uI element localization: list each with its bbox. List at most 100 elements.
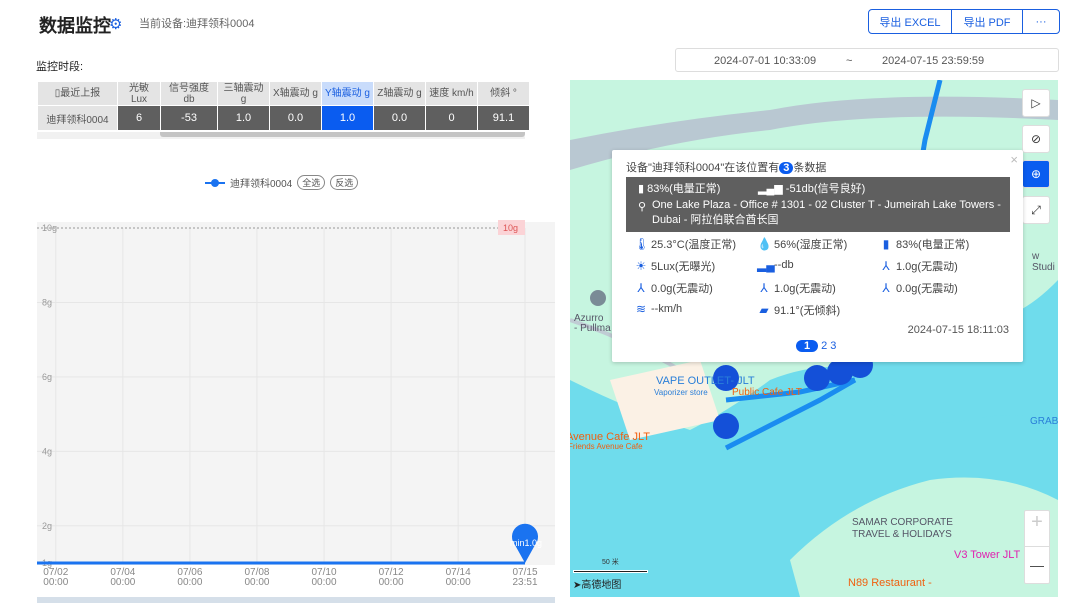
select-all-button[interactable]: 全选 — [297, 175, 326, 190]
range-start[interactable]: 2024-07-01 10:33:09 — [714, 55, 817, 67]
page-2[interactable]: 2 — [821, 340, 828, 352]
cell-speed: 0 — [425, 105, 478, 131]
latest-report-table: ▯最近上报 光敏 Lux 信号强度 db 三轴震动 g X轴震动 g Y轴震动 … — [37, 81, 530, 131]
cell-tri: 1.0 — [217, 105, 270, 131]
hide-icon[interactable]: ⊘ — [1022, 125, 1050, 153]
thermometer-icon: 🌡 — [634, 237, 650, 251]
gear-icon[interactable]: ⚙ — [109, 16, 123, 33]
range-end[interactable]: 2024-07-15 23:59:59 — [882, 55, 985, 67]
map-label: - Pullma — [574, 323, 611, 334]
item-signal: ▂▄ --db — [757, 258, 794, 272]
summary-signal: ▂▄▆ -51db(信号良好) — [758, 183, 866, 195]
speed-icon: ≋ — [635, 302, 647, 316]
map-label: Avenue Cafe JLT — [570, 431, 650, 443]
popup-pagination: 1 2 3 — [796, 340, 836, 352]
z-axis-icon: ⅄ — [882, 281, 890, 295]
col-tilt[interactable]: 倾斜 ° — [477, 81, 530, 106]
export-pdf-button[interactable]: 导出 PDF — [952, 10, 1023, 33]
map-label: Azurro — [574, 313, 604, 324]
legend-line-icon[interactable] — [205, 178, 225, 187]
map-label: SAMAR CORPORATE — [852, 517, 953, 528]
table-header-row: ▯最近上报 光敏 Lux 信号强度 db 三轴震动 g X轴震动 g Y轴震动 … — [37, 81, 530, 106]
scroll-thumb[interactable] — [160, 132, 525, 137]
y-tick-label: 8g — [42, 297, 52, 307]
map-label: w Studi — [1032, 251, 1055, 273]
page-1[interactable]: 1 — [796, 340, 819, 352]
max-label: 10g — [503, 223, 518, 233]
y-tick-label: 2g — [42, 521, 52, 531]
x-tick-label: 00:00 — [177, 577, 202, 588]
map-label: VAPE OUTLET- JLT — [656, 375, 755, 387]
item-light: ☀ 5Lux(无曝光) — [635, 259, 716, 273]
cell-device: 迪拜领科0004 — [37, 105, 118, 131]
zoom-control: + — — [1024, 510, 1050, 584]
x-tick-label: 07/02 — [43, 567, 68, 578]
item-speed: ≋ --km/h — [635, 302, 683, 316]
max-badge — [498, 220, 525, 235]
map-label: GRAB — [1030, 416, 1058, 427]
date-range-picker[interactable]: 2024-07-01 10:33:09 ~ 2024-07-15 23:59:5… — [675, 48, 1059, 72]
table-scrollbar[interactable] — [37, 132, 525, 139]
fullscreen-icon[interactable]: ⤢ — [1022, 196, 1050, 224]
tilt-icon: ▰ — [759, 303, 769, 317]
col-x-vibration[interactable]: X轴震动 g — [269, 81, 322, 106]
x-tick-label: 00:00 — [312, 577, 337, 588]
col-tri-vibration[interactable]: 三轴震动 g — [217, 81, 270, 106]
cell-signal: -53 — [160, 105, 218, 131]
chart-legend: 迪拜领科0004 全选 反选 — [205, 175, 359, 190]
export-excel-button[interactable]: 导出 EXCEL — [869, 10, 952, 33]
col-y-vibration[interactable]: Y轴震动 g — [321, 81, 374, 106]
x-tick-label: 00:00 — [446, 577, 471, 588]
play-track-button[interactable]: ▷ — [1022, 89, 1050, 117]
x-axis-icon: ⅄ — [637, 281, 645, 295]
map-label: Public Cafe JLT — [732, 387, 802, 398]
x-tick-label: 07/08 — [244, 567, 269, 578]
amap-logo: ➤高德地图 — [573, 580, 622, 591]
signal-icon: ▂▄ — [757, 258, 775, 272]
popup-time: 2024-07-15 18:11:03 — [907, 324, 1009, 336]
item-battery: ▮ 83%(电量正常) — [879, 236, 970, 252]
item-temperature: 🌡 25.3°C(温度正常) — [634, 237, 737, 251]
map-markers — [713, 352, 873, 439]
page-3[interactable]: 3 — [830, 340, 837, 352]
min-marker — [512, 523, 539, 563]
col-lux[interactable]: 光敏 Lux — [117, 81, 161, 106]
min-label: min1.0g — [510, 538, 542, 548]
tri-axis-icon: ⅄ — [882, 259, 890, 273]
map-label: N89 Restaurant - — [848, 577, 932, 589]
legend-series[interactable]: 迪拜领科0004 — [230, 179, 293, 190]
table-row: 迪拜领科0004 6 -53 1.0 0.0 1.0 0.0 0 91.1 — [37, 105, 530, 131]
x-tick-label: 00:00 — [110, 577, 135, 588]
col-signal[interactable]: 信号强度 db — [160, 81, 218, 106]
item-y-vibration: ⅄ 1.0g(无震动) — [757, 280, 835, 296]
x-tick-label: 07/15 — [512, 567, 537, 578]
map-label: Vaporizer store — [654, 388, 708, 397]
data-zoom-slider — [37, 597, 555, 603]
summary-address: ⚲ One Lake Plaza - Office # 1301 - 02 Clu… — [638, 199, 1001, 226]
location-pin-icon: ⚲ — [638, 201, 647, 213]
current-device: 当前设备:迪拜领科0004 — [139, 18, 255, 30]
map-label: Friends Avenue Cafe — [570, 442, 643, 451]
scale-bar — [573, 570, 648, 573]
col-z-vibration[interactable]: Z轴震动 g — [373, 81, 426, 106]
close-button[interactable]: × — [1010, 152, 1018, 167]
map-label: TRAVEL & HOLIDAYS — [852, 529, 952, 540]
battery-icon: ▮ — [882, 237, 890, 251]
sun-icon: ☀ — [635, 259, 647, 273]
x-tick-label: 00:00 — [379, 577, 404, 588]
zoom-out-button[interactable]: — — [1030, 557, 1044, 573]
invert-button[interactable]: 反选 — [330, 175, 359, 190]
x-tick-label: 07/12 — [379, 567, 404, 578]
x-tick-label: 07/06 — [177, 567, 202, 578]
plot-area — [37, 222, 555, 565]
item-tri-vibration: ⅄ 1.0g(无震动) — [879, 258, 957, 274]
x-tick-label: 07/10 — [312, 567, 337, 578]
more-button[interactable]: ··· — [1035, 15, 1047, 28]
globe-icon[interactable]: ⊕ — [1022, 160, 1050, 188]
y-tick-label: 6g — [42, 372, 52, 382]
zoom-in-button[interactable]: + — [1025, 511, 1049, 547]
summary-battery: ▮ 83%(电量正常) — [638, 183, 721, 195]
col-speed[interactable]: 速度 km/h — [425, 81, 478, 106]
export-group: 导出 EXCEL 导出 PDF ··· — [868, 9, 1060, 34]
y-tick-label: 4g — [42, 446, 52, 456]
